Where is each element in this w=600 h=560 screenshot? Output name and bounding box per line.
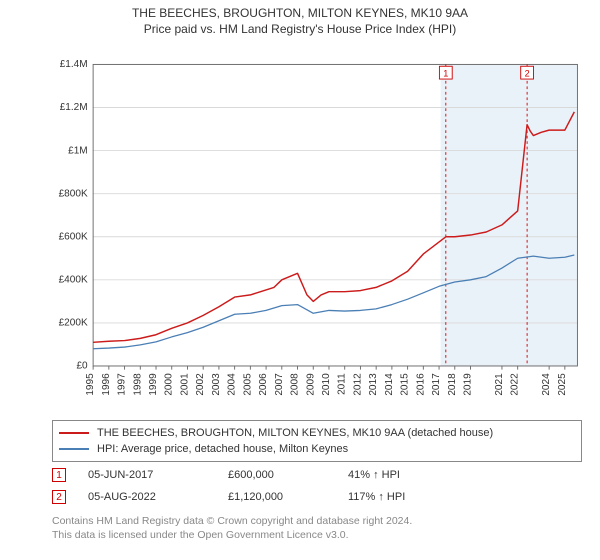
legend-swatch [59, 432, 89, 434]
sale-marker: 1 [52, 468, 66, 482]
sale-row: 2 05-AUG-2022£1,120,000117% ↑ HPI [52, 486, 582, 508]
svg-text:2017: 2017 [431, 373, 442, 396]
svg-text:2011: 2011 [337, 373, 348, 395]
svg-text:2025: 2025 [557, 373, 568, 396]
chart-plot-area: £0£200K£400K£600K£800K£1M£1.2M£1.4M19951… [52, 48, 582, 378]
svg-text:2003: 2003 [211, 373, 222, 396]
svg-text:1997: 1997 [117, 373, 128, 396]
sale-price: £1,120,000 [228, 491, 348, 503]
footer-line-1: Contains HM Land Registry data © Crown c… [52, 514, 582, 528]
svg-text:£800K: £800K [59, 188, 88, 199]
svg-text:£600K: £600K [59, 231, 88, 242]
svg-text:2010: 2010 [321, 373, 332, 396]
sale-date: 05-AUG-2022 [88, 491, 228, 503]
svg-text:£1.2M: £1.2M [60, 102, 88, 113]
sale-row: 1 05-JUN-2017£600,00041% ↑ HPI [52, 464, 582, 486]
svg-text:2002: 2002 [195, 373, 206, 396]
legend: THE BEECHES, BROUGHTON, MILTON KEYNES, M… [52, 420, 582, 462]
svg-text:£1M: £1M [68, 145, 88, 156]
sale-pct: 117% ↑ HPI [348, 491, 508, 503]
legend-label: HPI: Average price, detached house, Milt… [97, 443, 348, 455]
svg-text:1999: 1999 [148, 373, 159, 396]
svg-text:£200K: £200K [59, 318, 88, 329]
footer-attribution: Contains HM Land Registry data © Crown c… [52, 514, 582, 542]
page-title-2: Price paid vs. HM Land Registry's House … [0, 22, 600, 36]
svg-text:2012: 2012 [352, 373, 363, 396]
legend-item: HPI: Average price, detached house, Milt… [59, 441, 575, 457]
legend-item: THE BEECHES, BROUGHTON, MILTON KEYNES, M… [59, 425, 575, 441]
svg-text:1996: 1996 [101, 373, 112, 396]
legend-swatch [59, 448, 89, 450]
svg-text:2022: 2022 [510, 373, 521, 396]
sale-pct: 41% ↑ HPI [348, 469, 508, 481]
sale-date: 05-JUN-2017 [88, 469, 228, 481]
svg-text:2021: 2021 [494, 373, 505, 396]
svg-text:2006: 2006 [258, 373, 269, 396]
svg-text:1995: 1995 [85, 373, 96, 396]
sale-price: £600,000 [228, 469, 348, 481]
footer-line-2: This data is licensed under the Open Gov… [52, 528, 582, 542]
svg-text:2: 2 [525, 68, 530, 78]
sale-marker: 2 [52, 490, 66, 504]
legend-label: THE BEECHES, BROUGHTON, MILTON KEYNES, M… [97, 427, 493, 439]
svg-text:2005: 2005 [242, 373, 253, 396]
svg-text:2018: 2018 [447, 373, 458, 396]
svg-text:2008: 2008 [290, 373, 301, 396]
svg-text:2000: 2000 [164, 373, 175, 396]
svg-text:2007: 2007 [274, 373, 285, 396]
svg-text:2009: 2009 [305, 373, 316, 396]
svg-text:1998: 1998 [132, 373, 143, 396]
page-title-1: THE BEECHES, BROUGHTON, MILTON KEYNES, M… [0, 6, 600, 20]
svg-text:2016: 2016 [415, 373, 426, 396]
svg-text:£0: £0 [76, 361, 88, 372]
svg-text:2024: 2024 [541, 373, 552, 396]
svg-text:2014: 2014 [384, 373, 395, 396]
svg-text:2013: 2013 [368, 373, 379, 396]
svg-text:2004: 2004 [227, 373, 238, 396]
svg-text:1: 1 [443, 68, 448, 78]
svg-text:£400K: £400K [59, 275, 88, 286]
sales-table: 1 05-JUN-2017£600,00041% ↑ HPI 2 05-AUG-202… [52, 464, 582, 508]
svg-text:2001: 2001 [179, 373, 190, 396]
svg-text:2019: 2019 [463, 373, 474, 396]
svg-text:2015: 2015 [400, 373, 411, 396]
svg-text:£1.4M: £1.4M [60, 59, 88, 70]
